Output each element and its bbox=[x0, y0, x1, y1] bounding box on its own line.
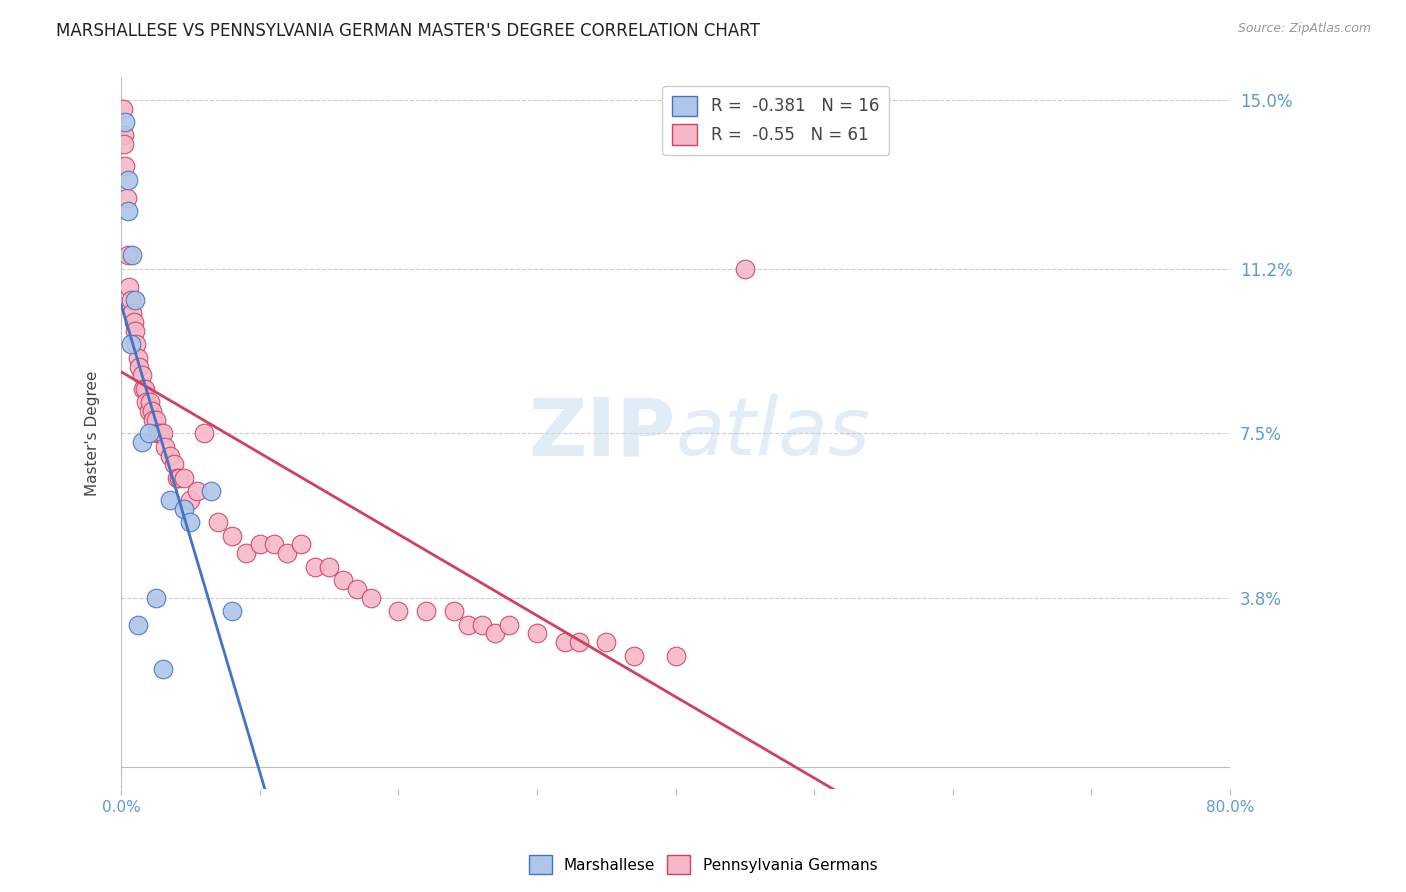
Text: MARSHALLESE VS PENNSYLVANIA GERMAN MASTER'S DEGREE CORRELATION CHART: MARSHALLESE VS PENNSYLVANIA GERMAN MASTE… bbox=[56, 22, 761, 40]
Point bbox=[304, 559, 326, 574]
Point bbox=[112, 128, 135, 143]
Point bbox=[125, 337, 148, 351]
Point bbox=[169, 471, 191, 485]
Point bbox=[135, 395, 157, 409]
Point bbox=[117, 203, 139, 218]
Point bbox=[360, 591, 382, 605]
Point bbox=[112, 137, 135, 152]
Point bbox=[276, 546, 298, 560]
Legend: Marshallese, Pennsylvania Germans: Marshallese, Pennsylvania Germans bbox=[523, 849, 883, 880]
Point bbox=[115, 190, 138, 204]
Point bbox=[124, 324, 146, 338]
Point bbox=[120, 293, 142, 307]
Point bbox=[124, 293, 146, 307]
Point bbox=[200, 484, 222, 499]
Point bbox=[235, 546, 257, 560]
Point bbox=[145, 413, 167, 427]
Point bbox=[117, 173, 139, 187]
Point bbox=[179, 515, 201, 529]
Point bbox=[173, 471, 195, 485]
Point bbox=[526, 626, 548, 640]
Point bbox=[152, 662, 174, 676]
Point bbox=[138, 404, 160, 418]
Point bbox=[152, 426, 174, 441]
Text: ZIP: ZIP bbox=[529, 394, 676, 472]
Point bbox=[554, 635, 576, 649]
Y-axis label: Master's Degree: Master's Degree bbox=[86, 370, 100, 496]
Point bbox=[457, 617, 479, 632]
Point bbox=[443, 604, 465, 618]
Point bbox=[166, 471, 188, 485]
Point bbox=[263, 537, 285, 551]
Point bbox=[118, 279, 141, 293]
Legend: R =  -0.381   N = 16, R =  -0.55   N = 61: R = -0.381 N = 16, R = -0.55 N = 61 bbox=[662, 86, 889, 155]
Point bbox=[734, 261, 756, 276]
Point bbox=[207, 515, 229, 529]
Point bbox=[221, 604, 243, 618]
Point bbox=[138, 426, 160, 441]
Point bbox=[114, 160, 136, 174]
Point bbox=[121, 306, 143, 320]
Point bbox=[111, 102, 134, 116]
Text: atlas: atlas bbox=[676, 394, 870, 472]
Point bbox=[127, 617, 149, 632]
Point bbox=[163, 458, 186, 472]
Point bbox=[131, 435, 153, 450]
Point bbox=[149, 426, 172, 441]
Point bbox=[173, 502, 195, 516]
Point bbox=[498, 617, 520, 632]
Point bbox=[332, 573, 354, 587]
Point bbox=[121, 248, 143, 262]
Point bbox=[623, 648, 645, 663]
Point bbox=[318, 559, 340, 574]
Point bbox=[120, 337, 142, 351]
Point bbox=[595, 635, 617, 649]
Point bbox=[128, 359, 150, 374]
Point bbox=[186, 484, 208, 499]
Point bbox=[221, 528, 243, 542]
Point bbox=[470, 617, 492, 632]
Point bbox=[141, 404, 163, 418]
Point bbox=[145, 591, 167, 605]
Point bbox=[159, 493, 181, 508]
Point bbox=[142, 413, 165, 427]
Point bbox=[249, 537, 271, 551]
Point bbox=[193, 426, 215, 441]
Point bbox=[132, 382, 155, 396]
Point bbox=[568, 635, 591, 649]
Point bbox=[387, 604, 409, 618]
Point bbox=[134, 382, 156, 396]
Point bbox=[122, 315, 145, 329]
Point bbox=[346, 582, 368, 596]
Point bbox=[146, 426, 169, 441]
Point bbox=[484, 626, 506, 640]
Point bbox=[290, 537, 312, 551]
Point bbox=[415, 604, 437, 618]
Point bbox=[665, 648, 688, 663]
Point bbox=[114, 115, 136, 129]
Point bbox=[131, 368, 153, 383]
Text: Source: ZipAtlas.com: Source: ZipAtlas.com bbox=[1237, 22, 1371, 36]
Point bbox=[117, 248, 139, 262]
Point bbox=[155, 440, 177, 454]
Point bbox=[159, 449, 181, 463]
Point bbox=[179, 493, 201, 508]
Point bbox=[139, 395, 162, 409]
Point bbox=[127, 351, 149, 365]
